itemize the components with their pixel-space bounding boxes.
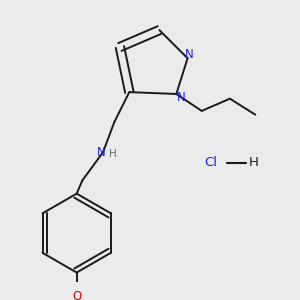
Text: N: N — [177, 91, 185, 104]
Text: Cl: Cl — [205, 156, 218, 169]
Text: N: N — [97, 146, 106, 159]
Text: N: N — [185, 48, 194, 61]
Text: H: H — [110, 149, 117, 159]
Text: H: H — [248, 156, 258, 169]
Text: O: O — [72, 290, 81, 300]
